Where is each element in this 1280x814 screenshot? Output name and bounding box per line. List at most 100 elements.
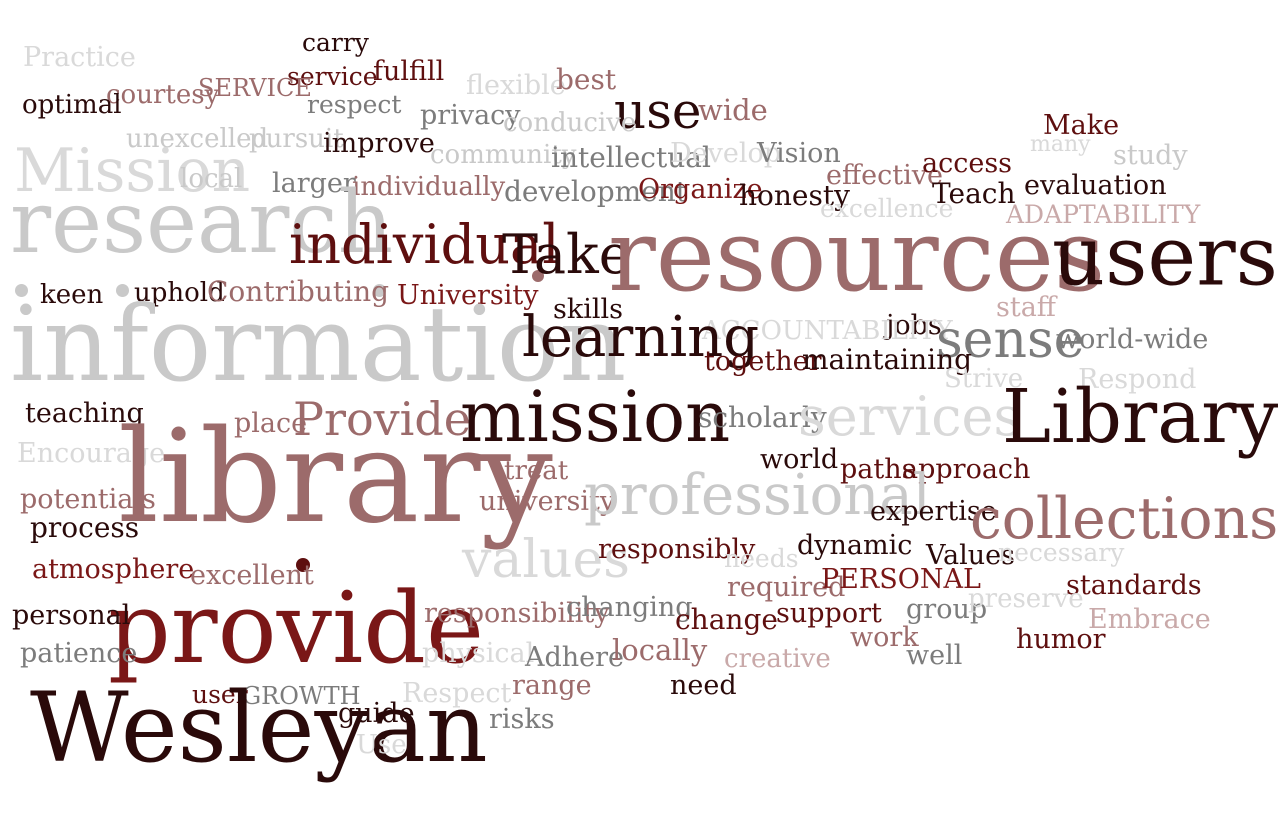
word-values-cap: Values [926, 540, 1015, 571]
word-excellence: excellence [820, 194, 954, 223]
word-group: group [906, 594, 988, 625]
dot-left-2 [116, 284, 129, 297]
word-work: work [850, 622, 919, 653]
word-world: world [760, 444, 839, 475]
word-wesleyan: Wesleyan [30, 672, 488, 784]
word-unexcelled: unexcelled [126, 124, 269, 154]
word-creative: creative [724, 644, 831, 674]
word-need: need [670, 670, 737, 701]
word-provide: provide [108, 572, 485, 686]
word-make: Make [1043, 110, 1120, 141]
word-teaching: teaching [25, 398, 144, 429]
word-access: access [922, 148, 1013, 179]
word-adhere: Adhere [525, 642, 625, 673]
word-teach: Teach [932, 177, 1016, 210]
word-values: values [462, 530, 630, 590]
word-responsibility: responsibility [424, 598, 610, 629]
word-intellectual: intellectual [551, 141, 711, 174]
word-strive: Strive [944, 364, 1024, 394]
word-study: study [1113, 140, 1188, 171]
word-effective: effective [826, 160, 943, 191]
word-use-light: Use [356, 730, 407, 760]
word-larger: larger [272, 168, 356, 199]
word-humor: humor [1016, 624, 1106, 655]
word-sense: sense [936, 310, 1085, 370]
word-information: information [10, 283, 627, 405]
word-users: users [1052, 209, 1278, 305]
word-guide: guide [338, 698, 415, 729]
word-process: process [30, 511, 140, 544]
word-standards: standards [1066, 570, 1202, 601]
word-skills: skills [553, 294, 623, 325]
word-improve: improve [323, 128, 435, 159]
word-place: place [234, 408, 308, 439]
word-excellent: excellent [190, 560, 314, 591]
word-professional: professional [584, 463, 931, 528]
word-keen: keen [40, 280, 104, 310]
word-practice: Practice [23, 42, 136, 73]
word-contributing: Contributing [207, 275, 390, 308]
word-library-cap: Library [1002, 373, 1279, 460]
word-use: use [614, 82, 702, 140]
word-preserve: preserve [968, 584, 1084, 614]
dot-center-1 [532, 270, 544, 282]
word-wide: wide [698, 93, 768, 127]
dot-left-1 [15, 284, 28, 297]
dot-left-3 [373, 284, 386, 297]
word-maintaining: maintaining [802, 343, 973, 376]
word-treat: treat [504, 456, 569, 486]
word-service-caps: SERVICE [198, 74, 312, 102]
word-local: local [180, 164, 243, 194]
word-evaluation: evaluation [1024, 170, 1167, 201]
word-personal-caps: PERSONAL [821, 564, 981, 595]
word-conducive: conducive [503, 108, 637, 138]
word-carry: carry [302, 28, 369, 57]
word-well: well [906, 640, 963, 671]
word-individually: individually [352, 172, 506, 202]
word-risks: risks [489, 704, 555, 735]
word-honesty: honesty [739, 179, 850, 212]
word-respect: respect [307, 90, 402, 119]
word-take: Take [502, 223, 631, 286]
word-physical: physical [422, 638, 535, 669]
word-changing: changing [566, 592, 693, 623]
word-jobs: jobs [886, 310, 942, 341]
word-atmosphere: atmosphere [32, 554, 195, 585]
word-accountability: ACCOUNTABILITY [702, 316, 953, 346]
word-provide-cap: Provide [293, 392, 472, 446]
word-responsibly: responsibly [598, 534, 756, 565]
word-library: library [118, 403, 553, 552]
word-staff: staff [996, 292, 1056, 323]
word-services: services [798, 385, 1022, 448]
word-individual: individual [289, 213, 560, 276]
word-privacy: privacy [420, 100, 521, 131]
word-range: range [512, 670, 592, 701]
word-required: required [727, 572, 846, 603]
word-optimal: optimal [22, 90, 122, 120]
word-mission: mission [460, 376, 731, 458]
word-necessary: necessary [998, 538, 1125, 567]
word-locally: locally [612, 633, 708, 667]
word-organize: Organize [638, 174, 763, 205]
word-university-cap: University [397, 280, 539, 311]
word-embrace: Embrace [1088, 604, 1211, 635]
word-uphold: uphold [134, 278, 225, 308]
word-collections: collections [970, 485, 1279, 552]
word-change: change [675, 603, 778, 636]
word-together: together [704, 346, 822, 377]
word-growth: GROWTH [242, 682, 361, 710]
word-best: best [556, 63, 617, 96]
word-many: many [1030, 132, 1091, 157]
word-dynamic: dynamic [797, 530, 913, 561]
word-development: development [504, 175, 688, 208]
word-research: research [10, 173, 393, 273]
word-potentials: potentials [20, 484, 156, 515]
dot-center-2 [296, 558, 310, 572]
word-university: university [479, 486, 616, 517]
word-patience: patience [20, 638, 138, 669]
word-expertise: expertise [870, 496, 997, 527]
word-respond: Respond [1078, 364, 1197, 395]
word-pursuit: pursuit [249, 124, 344, 154]
word-support: support [776, 598, 882, 629]
